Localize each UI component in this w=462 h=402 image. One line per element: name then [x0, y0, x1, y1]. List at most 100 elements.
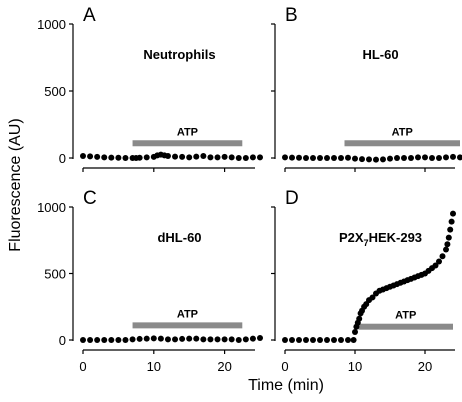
- panel-b-data-point: [443, 154, 449, 161]
- panel-a-title: Neutrophils: [143, 47, 215, 62]
- panel-c-letter: C: [83, 188, 97, 209]
- panel-b-data-point: [324, 155, 330, 161]
- panel-d-data-point: [331, 337, 337, 343]
- panel-c-data-point: [136, 335, 143, 342]
- panel-c-x-tick-label: 10: [147, 359, 161, 374]
- panel-c-y-tick-label: 0: [59, 333, 66, 348]
- panel-d-data-point: [445, 234, 452, 241]
- panel-a-y-tick-label: 1000: [37, 17, 66, 32]
- panel-d-x-tick-label: 20: [418, 359, 432, 374]
- panel-d-data-point: [448, 218, 455, 225]
- panel-d-data-point: [432, 262, 439, 269]
- panel-c-data-point: [193, 335, 200, 342]
- panel-a-data-point: [186, 154, 193, 161]
- panel-c-y-tick-label: 1000: [37, 200, 66, 215]
- panel-c-title: dHL-60: [157, 230, 201, 245]
- panel-d-data-point: [282, 337, 288, 343]
- panel-b-data-point: [331, 155, 337, 161]
- panel-b-atp-label: ATP: [392, 126, 413, 138]
- panel-b-data-point: [422, 154, 428, 161]
- panel-d-data-point: [444, 241, 451, 248]
- y-axis-title: Fluorescence (AU): [7, 118, 24, 251]
- panel-d-x-tick-label: 10: [348, 359, 362, 374]
- x-axis-title: Time (min): [248, 377, 324, 394]
- panel-d-data-point: [436, 258, 442, 265]
- panel-c-data-point: [257, 335, 263, 342]
- panel-b-data-point: [282, 154, 288, 161]
- panel-a-data-point: [242, 155, 249, 161]
- panel-b-data-point: [296, 154, 302, 161]
- panel-b-data-point: [366, 156, 372, 163]
- panel-a-data-point: [122, 155, 129, 161]
- panel-d-data-point: [356, 315, 363, 322]
- panel-a-data-point: [214, 154, 221, 161]
- panel-b-data-point: [387, 155, 393, 162]
- panel-b-data-point: [394, 155, 400, 161]
- panel-c-x-tick-label: 0: [79, 359, 86, 374]
- panel-b-data-point: [373, 156, 379, 163]
- panel-a-atp-bar: [132, 140, 243, 147]
- panel-a-y-tick-label: 500: [44, 84, 66, 99]
- panel-c-data-point: [101, 337, 108, 343]
- panel-a-data-point: [179, 153, 186, 160]
- panel-a-data-point: [115, 154, 122, 161]
- panel-d-data-point: [303, 337, 309, 343]
- panel-b-data-point: [380, 156, 386, 163]
- panel-d-data-point: [289, 337, 295, 343]
- panel-c-data-point: [221, 336, 228, 343]
- panel-d-data-point: [443, 246, 449, 253]
- panel-d-data-point: [350, 337, 357, 343]
- panel-d-title: P2X7HEK-293: [339, 230, 422, 248]
- panel-a-data-point: [136, 154, 143, 161]
- panel-b-title: HL-60: [362, 47, 398, 62]
- panel-c-data-point: [157, 335, 164, 342]
- panel-d-data-point: [450, 210, 456, 217]
- panel-b-data-point: [352, 155, 358, 162]
- panel-c-data-point: [150, 335, 157, 342]
- panel-c-data-point: [242, 336, 249, 343]
- panel-c-data-point: [122, 337, 129, 343]
- panel-d-letter: D: [285, 188, 299, 209]
- panel-a-data-point: [94, 153, 101, 160]
- panel-d-data-point: [352, 329, 358, 336]
- panel-a-data-point: [80, 152, 86, 159]
- panel-c-data-point: [108, 337, 115, 343]
- panel-c-data-point: [87, 337, 94, 343]
- panel-b-data-point: [317, 155, 323, 161]
- panel-a-data-point: [221, 153, 228, 160]
- panel-c-data-point: [143, 335, 150, 342]
- panel-c-data-point: [129, 336, 136, 343]
- panel-c-data-point: [172, 336, 179, 343]
- panel-c-data-point: [214, 336, 221, 343]
- panel-a-letter: A: [83, 5, 96, 26]
- panel-b-data-point: [359, 156, 365, 163]
- panel-c-data-point: [115, 337, 122, 343]
- panel-a-data-point: [164, 152, 171, 159]
- panel-d-data-point: [310, 337, 316, 343]
- panel-b-data-point: [401, 155, 407, 161]
- panel-c-data-point: [94, 337, 101, 343]
- panel-b-data-point: [429, 155, 435, 161]
- panel-c-data-point: [200, 336, 207, 343]
- panel-a-data-point: [108, 154, 115, 161]
- panel-d-data-point: [369, 294, 376, 301]
- panel-c-data-point: [80, 337, 86, 343]
- panel-c-data-point: [249, 335, 256, 342]
- panel-c-x-tick-label: 20: [217, 359, 231, 374]
- panel-a-data-point: [193, 153, 200, 160]
- panel-d-atp-label: ATP: [395, 310, 416, 322]
- panel-d-data-point: [439, 253, 446, 260]
- panel-a-atp-label: ATP: [177, 126, 198, 138]
- panel-a-data-point: [101, 154, 108, 161]
- panel-c-data-point: [235, 337, 242, 343]
- panel-b-data-point: [303, 155, 309, 161]
- panel-b-data-point: [457, 154, 462, 161]
- panel-b-data-point: [408, 155, 414, 161]
- panel-a-y-tick-label: 0: [59, 151, 66, 166]
- panel-a-data-point: [249, 154, 256, 161]
- panel-c-atp-label: ATP: [177, 308, 198, 320]
- panel-d-data-point: [345, 337, 351, 343]
- panel-c-data-point: [164, 336, 171, 343]
- panel-d-data-point: [296, 337, 302, 343]
